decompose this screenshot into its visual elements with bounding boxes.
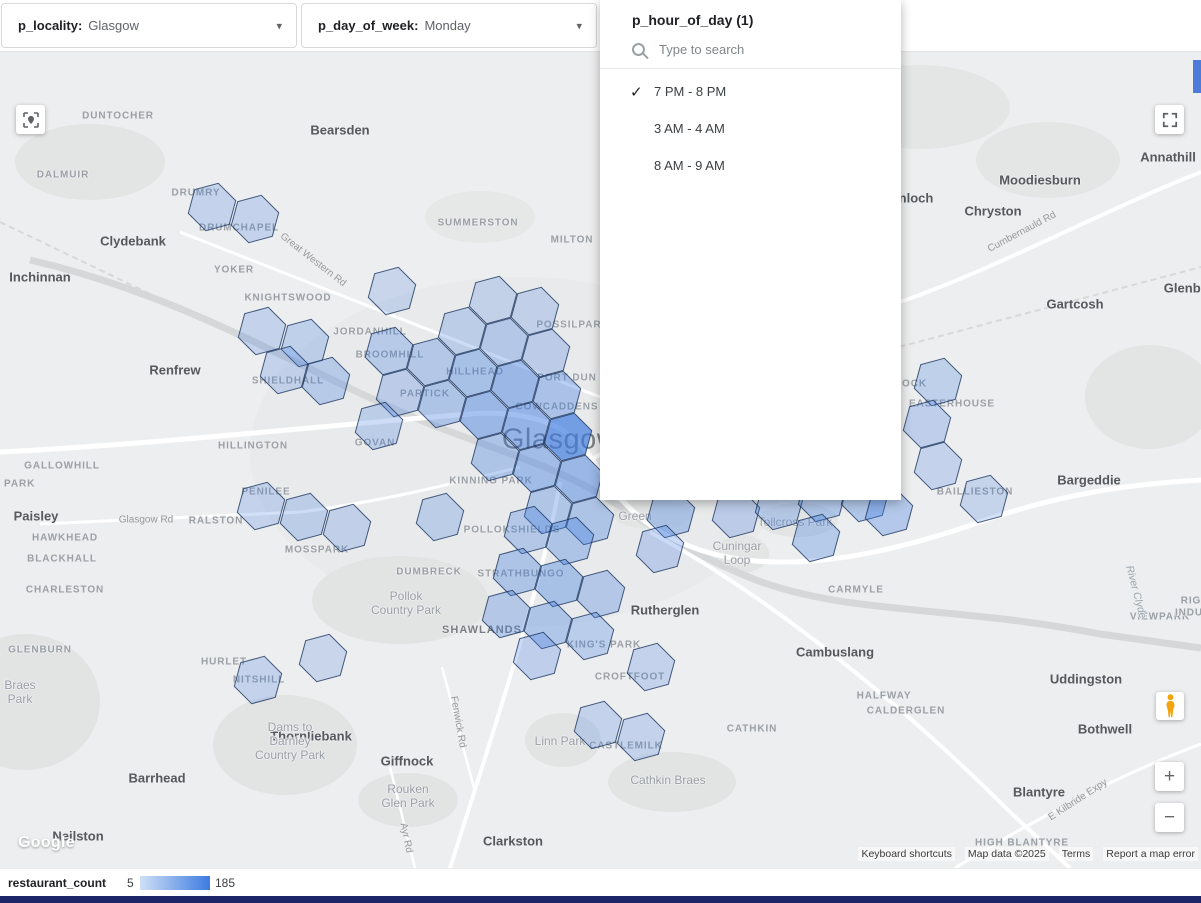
hex-cell[interactable]: [459, 390, 509, 440]
hex-cell[interactable]: [791, 513, 841, 563]
terms-link[interactable]: Terms: [1058, 847, 1094, 861]
hex-cell[interactable]: [565, 496, 615, 546]
hex-cell[interactable]: [490, 359, 540, 409]
legend-min-value: 5: [127, 876, 134, 890]
my-location-icon: [22, 111, 39, 128]
hex-cell[interactable]: [626, 642, 676, 692]
hex-cell[interactable]: [913, 357, 963, 407]
zoom-in-icon: +: [1163, 765, 1176, 787]
hex-cell[interactable]: [237, 306, 287, 356]
scrollbar-thumb[interactable]: [1193, 60, 1201, 93]
hex-cell[interactable]: [417, 379, 467, 429]
hex-cell[interactable]: [532, 370, 582, 420]
hex-cell[interactable]: [468, 275, 518, 325]
filter-day-label: p_day_of_week:: [318, 18, 419, 33]
hex-layer: [187, 182, 1009, 762]
hex-cell[interactable]: [354, 401, 404, 451]
bottom-accent-bar: [0, 896, 1201, 903]
hex-cell[interactable]: [521, 328, 571, 378]
chevron-down-icon: ▾: [276, 20, 282, 32]
keyboard-shortcuts-link[interactable]: Keyboard shortcuts: [858, 847, 955, 861]
hour-option-label: 8 AM - 9 AM: [654, 158, 725, 173]
hex-cell[interactable]: [364, 326, 414, 376]
filter-locality[interactable]: p_locality: Glasgow ▾: [1, 3, 297, 48]
hour-option-label: 3 AM - 4 AM: [654, 121, 725, 136]
hex-cell[interactable]: [512, 443, 562, 493]
filter-day-of-week[interactable]: p_day_of_week: Monday ▾: [301, 3, 597, 48]
map-attribution: Keyboard shortcuts Map data ©2025 Terms …: [858, 847, 1198, 861]
hex-cell[interactable]: [298, 633, 348, 683]
hex-cell[interactable]: [503, 505, 553, 555]
google-logo[interactable]: Google: [18, 834, 75, 851]
pegman-icon: [1165, 694, 1175, 718]
hex-cell[interactable]: [545, 516, 595, 566]
legend-bar: restaurant_count 5 185: [0, 868, 1201, 896]
hex-cell[interactable]: [259, 345, 309, 395]
hex-cell[interactable]: [576, 569, 626, 619]
map-data-copyright: Map data ©2025: [964, 847, 1049, 861]
hex-cell[interactable]: [437, 306, 487, 356]
hex-cell[interactable]: [543, 412, 593, 462]
hex-cell[interactable]: [501, 401, 551, 451]
fullscreen-icon: [1162, 112, 1177, 127]
hour-options: ✓ 7 PM - 8 PM 3 AM - 4 AM 8 AM - 9 AM: [600, 69, 901, 184]
fullscreen-button[interactable]: [1155, 105, 1184, 134]
hex-cell[interactable]: [481, 589, 531, 639]
hex-cell[interactable]: [187, 182, 237, 232]
hex-cell[interactable]: [554, 454, 604, 504]
hour-option[interactable]: 3 AM - 4 AM: [600, 110, 901, 147]
legend-gradient: [140, 876, 210, 890]
zoom-out-icon: −: [1163, 806, 1176, 828]
hour-search-input[interactable]: [657, 41, 867, 58]
hour-option[interactable]: ✓ 7 PM - 8 PM: [600, 73, 901, 110]
hex-cell[interactable]: [448, 348, 498, 398]
hex-cell[interactable]: [479, 317, 529, 367]
hex-cell[interactable]: [512, 631, 562, 681]
hex-cell[interactable]: [616, 712, 666, 762]
zoom-in-button[interactable]: +: [1155, 762, 1184, 791]
pegman-button[interactable]: [1156, 692, 1184, 720]
hour-panel-title: p_hour_of_day (1): [632, 12, 754, 28]
check-icon: ✓: [630, 83, 643, 101]
hour-search-row: [600, 34, 901, 68]
legend-field-name: restaurant_count: [8, 876, 107, 890]
hex-cell[interactable]: [635, 524, 685, 574]
zoom-out-button[interactable]: −: [1155, 803, 1184, 832]
report-map-error-link[interactable]: Report a map error: [1103, 847, 1198, 861]
hour-option-label: 7 PM - 8 PM: [654, 84, 727, 99]
hex-cell[interactable]: [902, 399, 952, 449]
filter-day-value: Monday: [424, 18, 471, 33]
hex-cell[interactable]: [301, 356, 351, 406]
hex-cell[interactable]: [406, 337, 456, 387]
hex-cell[interactable]: [534, 558, 584, 608]
hex-cell[interactable]: [279, 492, 329, 542]
my-location-button[interactable]: [16, 105, 45, 134]
hour-option[interactable]: 8 AM - 9 AM: [600, 147, 901, 184]
hex-cell[interactable]: [415, 492, 465, 542]
hex-cell[interactable]: [230, 194, 280, 244]
hex-cell[interactable]: [573, 700, 623, 750]
hex-cell[interactable]: [322, 503, 372, 553]
hex-cell[interactable]: [470, 432, 520, 482]
chevron-down-icon: ▾: [576, 20, 582, 32]
hex-cell[interactable]: [367, 266, 417, 316]
search-icon: [632, 43, 645, 56]
hex-cell[interactable]: [492, 547, 542, 597]
filter-locality-label: p_locality:: [18, 18, 83, 33]
hex-cell[interactable]: [565, 611, 615, 661]
filter-locality-value: Glasgow: [88, 18, 139, 33]
hex-cell[interactable]: [233, 655, 283, 705]
legend-max-value: 185: [215, 876, 236, 890]
hex-cell[interactable]: [913, 441, 963, 491]
panel-divider: [600, 68, 901, 69]
hex-cell[interactable]: [523, 600, 573, 650]
hex-cell[interactable]: [959, 474, 1009, 524]
hex-cell[interactable]: [510, 286, 560, 336]
hour-filter-panel: p_hour_of_day (1) ✓ 7 PM - 8 PM 3 AM - 4 A…: [600, 0, 901, 500]
filter-bar: p_locality: Glasgow ▾ p_day_of_week: Mon…: [0, 0, 1201, 52]
hex-cell[interactable]: [236, 481, 286, 531]
